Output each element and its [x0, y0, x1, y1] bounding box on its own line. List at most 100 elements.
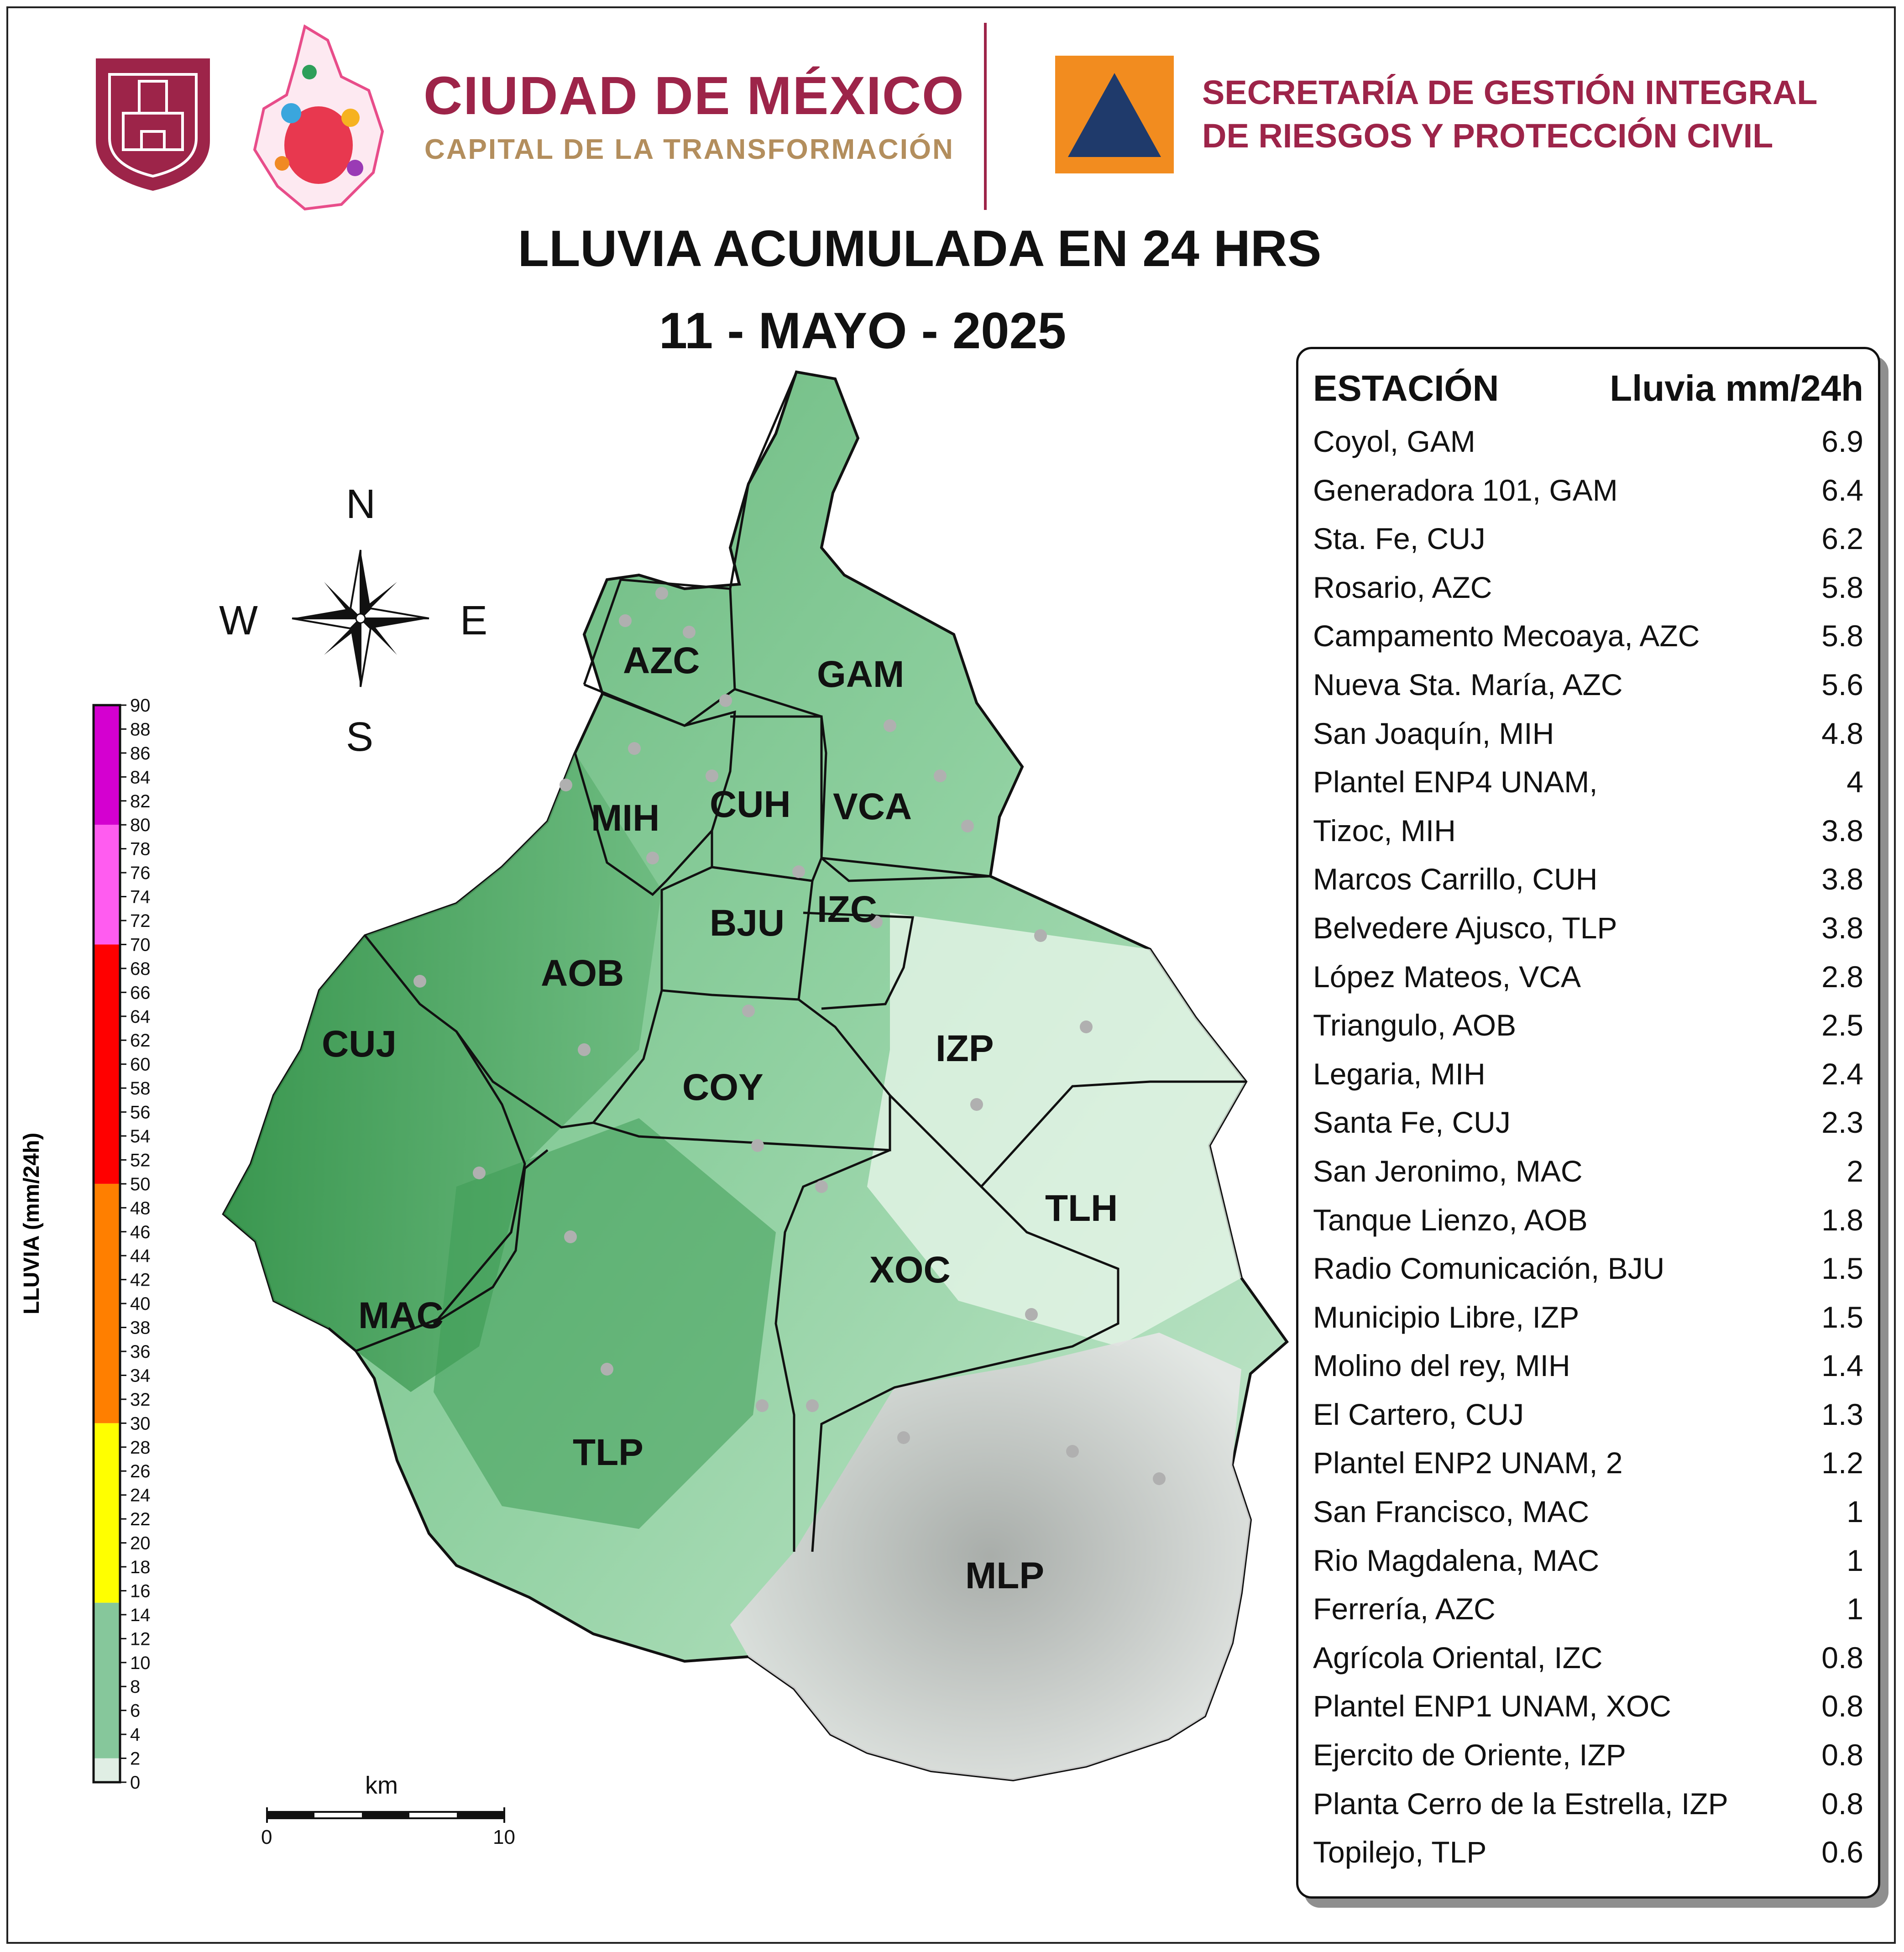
station-name: Municipio Libre, IZP — [1313, 1300, 1580, 1334]
colorbar-tick-label: 42 — [130, 1270, 151, 1290]
rain-value: 4.8 — [1821, 716, 1863, 750]
borough-label: BJU — [710, 902, 785, 944]
station-name: Generadora 101, GAM — [1313, 473, 1618, 507]
colorbar-tick-label: 56 — [130, 1103, 151, 1123]
mlp-gray-area — [730, 1333, 1250, 1780]
table-row: Marcos Carrillo, CUH 3.8 — [1298, 854, 1878, 903]
scale-bar: km 0 10 — [261, 1772, 515, 1848]
rain-value: 2.5 — [1821, 1008, 1863, 1042]
rain-value: 5.8 — [1821, 619, 1863, 653]
rain-value: 1.8 — [1821, 1203, 1863, 1237]
table-row: Legaria, MIH 2.4 — [1298, 1049, 1878, 1098]
table-row: Campamento Mecoaya, AZC 5.8 — [1298, 611, 1878, 660]
rain-value: 3.8 — [1821, 813, 1863, 848]
colorbar-tick-label: 32 — [130, 1390, 151, 1410]
borough-label: MIH — [591, 797, 659, 839]
rain-value: 4 — [1846, 765, 1863, 799]
borough-label: CUH — [710, 784, 791, 825]
colorbar-tick-label: 30 — [130, 1413, 151, 1434]
table-row: Coyol, GAM 6.9 — [1298, 417, 1878, 466]
rain-value: 2.3 — [1821, 1105, 1863, 1140]
colorbar-band — [94, 825, 120, 945]
station-name: Triangulo, AOB — [1313, 1008, 1517, 1042]
rain-value: 1 — [1846, 1543, 1863, 1577]
station-name: Campamento Mecoaya, AZC — [1313, 619, 1700, 653]
colorbar-tick-label: 74 — [130, 887, 151, 907]
table-row: Ferrería, AZC 1 — [1298, 1584, 1878, 1633]
table-row: Municipio Libre, IZP 1.5 — [1298, 1293, 1878, 1341]
rain-value: 0.8 — [1821, 1640, 1863, 1675]
table-row: Santa Fe, CUJ 2.3 — [1298, 1098, 1878, 1146]
table-row: Planta Cerro de la Estrella, IZP 0.8 — [1298, 1779, 1878, 1828]
colorbar-tick-label: 80 — [130, 815, 151, 835]
header-divider — [984, 23, 987, 210]
borough-label: COY — [682, 1067, 764, 1108]
colorbar-tick-label: 2 — [130, 1749, 140, 1769]
rain-value: 1.3 — [1821, 1397, 1863, 1431]
compass-w: W — [219, 598, 258, 644]
table-row: San Joaquín, MIH 4.8 — [1298, 709, 1878, 758]
station-name: Legaria, MIH — [1313, 1057, 1486, 1091]
agency-name-line2: DE RIESGOS Y PROTECCIÓN CIVIL — [1202, 117, 1773, 155]
station-name: Coyol, GAM — [1313, 424, 1475, 458]
table-header-station: ESTACIÓN — [1313, 368, 1499, 408]
station-name: Radio Comunicación, BJU — [1313, 1251, 1665, 1286]
table-row: Rosario, AZC 5.8 — [1298, 563, 1878, 612]
station-name: López Mateos, VCA — [1313, 959, 1581, 994]
table-row: Ejercito de Oriente, IZP 0.8 — [1298, 1730, 1878, 1779]
table-row: Topilejo, TLP 0.6 — [1298, 1827, 1878, 1876]
borough-label: XOC — [869, 1249, 951, 1291]
station-name: Planta Cerro de la Estrella, IZP — [1313, 1786, 1728, 1821]
borough-label: VCA — [833, 786, 912, 827]
station-name: Marcos Carrillo, CUH — [1313, 862, 1598, 896]
table-row: San Jeronimo, MAC 2 — [1298, 1146, 1878, 1195]
table-row: Plantel ENP2 UNAM, 2 1.2 — [1298, 1438, 1878, 1487]
colorbar-tick-label: 8 — [130, 1677, 140, 1697]
colorbar-band — [94, 1183, 120, 1423]
colorbar-tick-label: 82 — [130, 791, 151, 811]
table-rows: Coyol, GAM 6.9 Generadora 101, GAM 6.4 Sta… — [1298, 417, 1878, 1876]
rain-value: 1 — [1846, 1592, 1863, 1626]
station-name: San Joaquín, MIH — [1313, 716, 1554, 750]
colorbar-tick-label: 24 — [130, 1486, 151, 1506]
rain-value: 1.5 — [1821, 1251, 1863, 1286]
colorbar: 0246810121416182022242628303234363840424… — [92, 696, 151, 1793]
compass-n: N — [346, 481, 376, 527]
colorbar-tick-label: 90 — [130, 696, 151, 716]
table-row: El Cartero, CUJ 1.3 — [1298, 1390, 1878, 1439]
rain-value: 0.6 — [1821, 1835, 1863, 1869]
borough-label: TLH — [1045, 1188, 1118, 1229]
station-name: Plantel ENP4 UNAM, — [1313, 765, 1598, 799]
borough-label: CUJ — [322, 1023, 397, 1065]
colorbar-tick-label: 68 — [130, 959, 151, 979]
station-name: San Francisco, MAC — [1313, 1495, 1590, 1529]
colorbar-tick-label: 22 — [130, 1509, 151, 1529]
colorbar-band — [94, 1423, 120, 1603]
borough-label: MLP — [965, 1555, 1044, 1596]
rain-value: 2.4 — [1821, 1057, 1863, 1091]
table-row: Tizoc, MIH 3.8 — [1298, 806, 1878, 855]
colorbar-tick-label: 0 — [130, 1773, 140, 1793]
colorbar-tick-label: 36 — [130, 1342, 151, 1362]
map-title: LLUVIA ACUMULADA EN 24 HRS — [518, 220, 1322, 277]
borough-label: GAM — [817, 654, 904, 695]
rain-value: 3.8 — [1821, 862, 1863, 896]
table-row: Rio Magdalena, MAC 1 — [1298, 1536, 1878, 1585]
colorbar-tick-label: 38 — [130, 1318, 151, 1338]
cdmx-heart-logo — [253, 24, 384, 211]
colorbar-tick-label: 70 — [130, 935, 151, 955]
table-row: López Mateos, VCA 2.8 — [1298, 952, 1878, 1001]
station-name: Ejercito de Oriente, IZP — [1313, 1738, 1626, 1772]
colorbar-tick-label: 18 — [130, 1557, 151, 1577]
colorbar-tick-label: 14 — [130, 1605, 151, 1625]
colorbar-tick-label: 86 — [130, 743, 151, 764]
borough-label: IZC — [817, 889, 877, 930]
colorbar-tick-label: 66 — [130, 983, 151, 1003]
rain-value: 1.2 — [1821, 1446, 1863, 1480]
station-name: Sta. Fe, CUJ — [1313, 522, 1486, 556]
table-row: Triangulo, AOB 2.5 — [1298, 1000, 1878, 1049]
rain-value: 1.4 — [1821, 1349, 1863, 1383]
scale-end: 10 — [493, 1826, 515, 1848]
colorbar-tick-label: 62 — [130, 1031, 151, 1051]
